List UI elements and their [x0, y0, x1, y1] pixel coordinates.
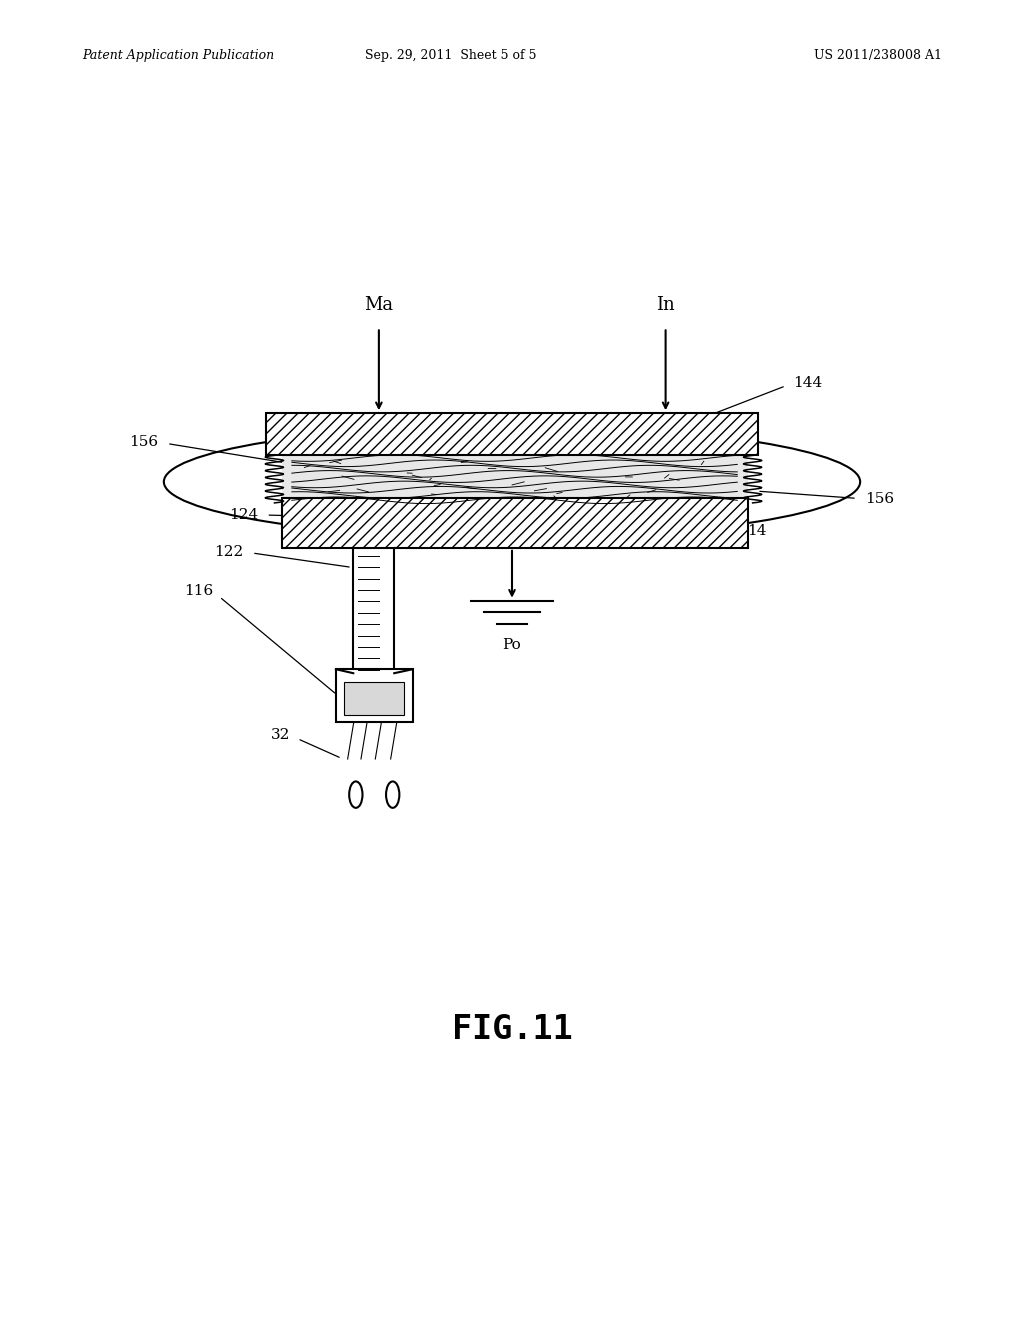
Bar [336, 669, 413, 722]
Bar [344, 682, 404, 715]
Text: FIG.11: FIG.11 [452, 1014, 572, 1045]
Text: 116: 116 [183, 585, 213, 598]
Text: 124: 124 [228, 508, 258, 521]
Bar [266, 413, 758, 455]
Text: Sep. 29, 2011  Sheet 5 of 5: Sep. 29, 2011 Sheet 5 of 5 [365, 49, 537, 62]
Bar [282, 498, 748, 548]
Text: 122: 122 [214, 545, 244, 558]
Text: Patent Application Publication: Patent Application Publication [82, 49, 274, 62]
Text: In: In [656, 296, 675, 314]
Text: 144: 144 [794, 376, 823, 389]
Bar [282, 455, 748, 503]
Ellipse shape [164, 425, 860, 539]
Text: Ma: Ma [365, 296, 393, 314]
Ellipse shape [386, 781, 399, 808]
Text: 14: 14 [748, 524, 767, 537]
Ellipse shape [349, 781, 362, 808]
Text: 32: 32 [270, 729, 290, 742]
Text: Po: Po [503, 638, 521, 652]
Text: 156: 156 [865, 492, 894, 506]
Text: US 2011/238008 A1: US 2011/238008 A1 [814, 49, 942, 62]
Text: 156: 156 [130, 436, 159, 449]
